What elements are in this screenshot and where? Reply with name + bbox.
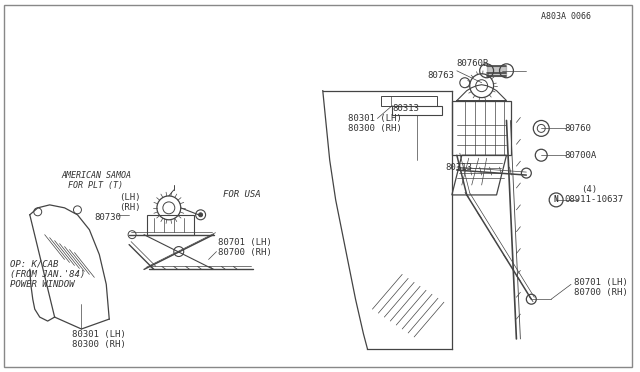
Text: 80700 (RH): 80700 (RH)	[218, 248, 272, 257]
Text: N: N	[553, 195, 558, 204]
Text: A803A 0066: A803A 0066	[541, 12, 591, 21]
Text: 80700A: 80700A	[564, 151, 596, 160]
Text: 80313: 80313	[445, 163, 472, 171]
Text: FOR USA: FOR USA	[223, 190, 261, 199]
Text: 80763: 80763	[427, 71, 454, 80]
Text: AMERICAN SAMOA: AMERICAN SAMOA	[61, 171, 132, 180]
Text: 80760: 80760	[564, 124, 591, 133]
Text: 08911-10637: 08911-10637	[564, 195, 623, 204]
Text: 80301 (LH): 80301 (LH)	[348, 114, 401, 123]
Text: POWER WINDOW: POWER WINDOW	[10, 280, 74, 289]
Text: (FROM JAN.'84): (FROM JAN.'84)	[10, 270, 85, 279]
Text: FOR PLT (T): FOR PLT (T)	[68, 180, 122, 189]
Text: OP: K/CAB: OP: K/CAB	[10, 260, 58, 269]
Text: (LH): (LH)	[119, 193, 141, 202]
Text: 80700 (RH): 80700 (RH)	[574, 288, 628, 297]
Text: (4): (4)	[581, 186, 597, 195]
Text: 80300 (RH): 80300 (RH)	[72, 340, 125, 349]
Text: 80300 (RH): 80300 (RH)	[348, 124, 401, 133]
Text: 80760B: 80760B	[457, 60, 489, 68]
Text: 80730: 80730	[94, 213, 121, 222]
Text: 80313: 80313	[392, 104, 419, 113]
Text: 80301 (LH): 80301 (LH)	[72, 330, 125, 340]
Text: 80701 (LH): 80701 (LH)	[574, 278, 628, 287]
Circle shape	[198, 213, 203, 217]
Text: 80701 (LH): 80701 (LH)	[218, 238, 272, 247]
Text: (RH): (RH)	[119, 203, 141, 212]
